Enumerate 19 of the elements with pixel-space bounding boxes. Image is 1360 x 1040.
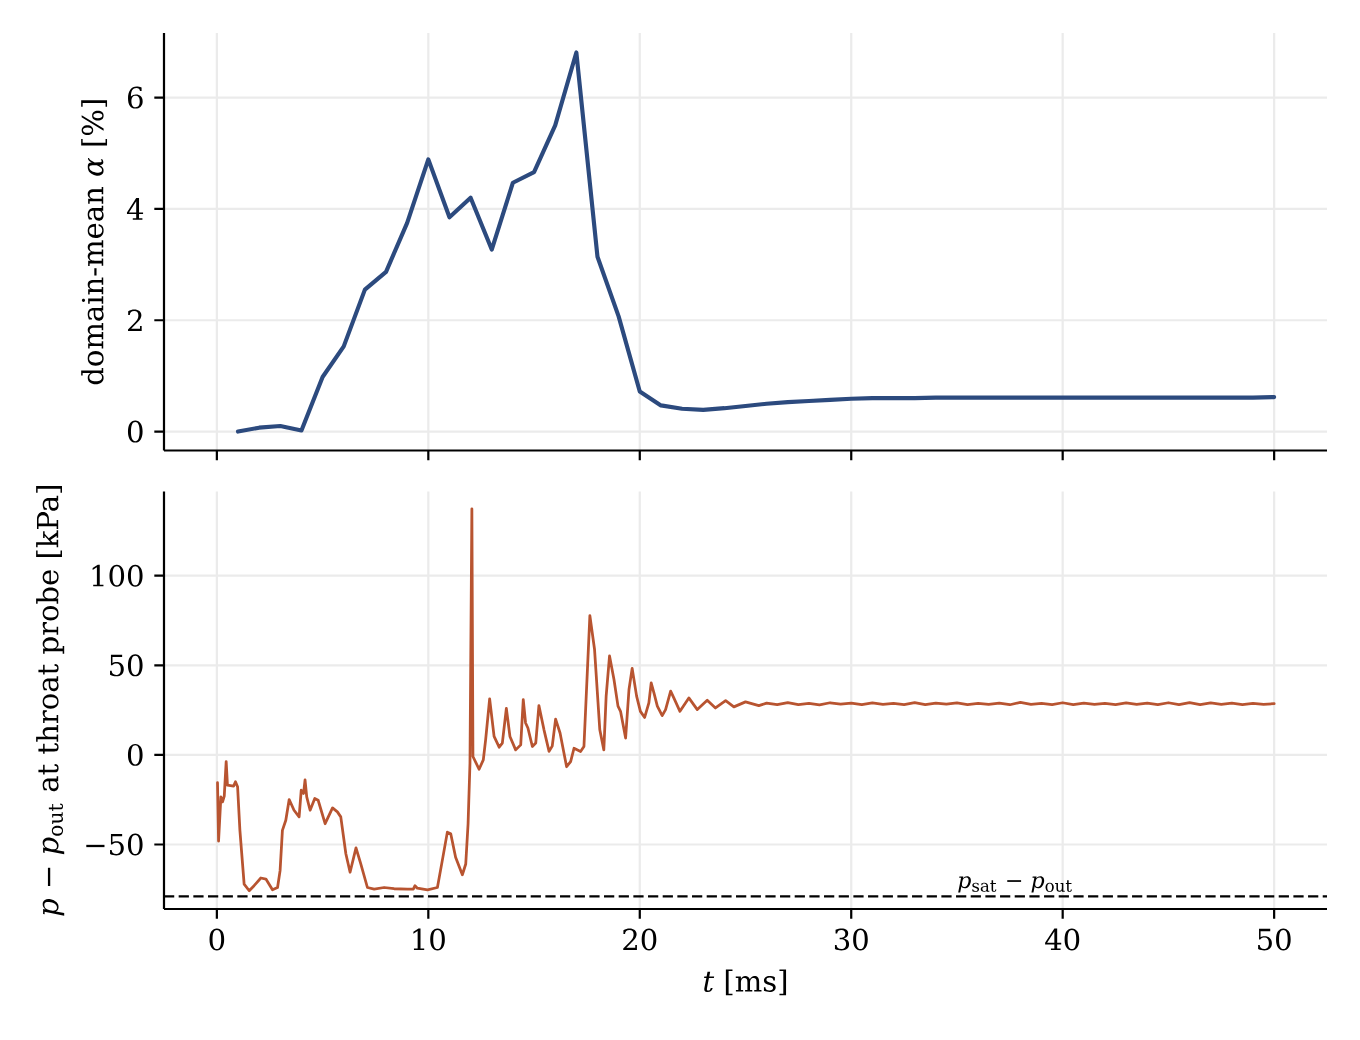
ref-line-label: p$_{sat}$ − p$_{out}$ — [958, 876, 1072, 893]
x-tick-label: 10 — [413, 928, 445, 951]
y-axis-title: p − p$_{out}$ at throat probe [kPa] — [36, 486, 65, 916]
y-tick-label: 0 — [127, 743, 143, 766]
line-series — [216, 507, 1276, 893]
y-tick-label: 6 — [128, 86, 143, 109]
x-tick-label: 20 — [623, 928, 657, 951]
x-tick-label: 30 — [834, 928, 868, 951]
y-tick-label: 4 — [126, 198, 144, 220]
y-tick-label: 2 — [128, 309, 142, 332]
y-tick-label: 0 — [127, 420, 143, 443]
y-tick-label: 100 — [92, 564, 143, 587]
x-axis-title: t [ms] — [704, 969, 787, 996]
x-tick-label: 40 — [1045, 928, 1080, 951]
x-tick-label: 0 — [209, 928, 225, 951]
y-tick-label: −50 — [86, 833, 143, 856]
y-axis-title: domain-mean α [%] — [81, 100, 108, 385]
x-tick-label: 50 — [1258, 928, 1291, 951]
y-tick-label: 50 — [110, 654, 143, 677]
